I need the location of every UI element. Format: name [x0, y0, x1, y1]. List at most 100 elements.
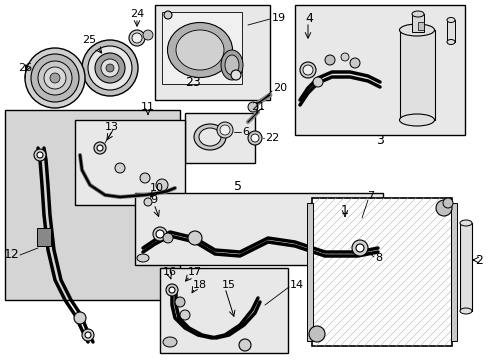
Circle shape	[156, 179, 168, 191]
Circle shape	[38, 61, 72, 95]
Circle shape	[140, 173, 150, 183]
Circle shape	[95, 53, 125, 83]
Ellipse shape	[176, 30, 224, 70]
Circle shape	[435, 200, 451, 216]
Circle shape	[74, 312, 86, 324]
Text: 15: 15	[222, 280, 236, 290]
Circle shape	[156, 230, 163, 238]
Circle shape	[169, 287, 175, 293]
Text: 14: 14	[289, 280, 304, 290]
Circle shape	[299, 62, 315, 78]
Bar	[75, 120, 184, 205]
Circle shape	[165, 284, 178, 296]
Text: 11: 11	[141, 102, 155, 112]
Ellipse shape	[446, 18, 454, 22]
Text: 24: 24	[130, 9, 144, 19]
Ellipse shape	[399, 114, 434, 126]
Text: 1: 1	[340, 203, 348, 216]
Bar	[399, 30, 434, 120]
Text: 17: 17	[187, 267, 202, 277]
Bar	[450, 203, 456, 341]
Bar	[162, 12, 242, 84]
Ellipse shape	[137, 254, 149, 262]
Text: 5: 5	[234, 180, 242, 193]
Bar	[37, 228, 51, 246]
Text: 6: 6	[242, 127, 248, 137]
Circle shape	[82, 329, 94, 341]
Bar	[306, 203, 312, 341]
Circle shape	[50, 73, 60, 83]
Circle shape	[85, 332, 91, 338]
Circle shape	[88, 46, 132, 90]
Circle shape	[325, 55, 334, 65]
Ellipse shape	[199, 128, 221, 146]
Text: 22: 22	[264, 133, 279, 143]
Bar	[446, 20, 454, 42]
Circle shape	[239, 339, 250, 351]
Circle shape	[163, 11, 172, 19]
Text: 4: 4	[305, 12, 312, 24]
Bar	[5, 110, 180, 300]
Ellipse shape	[411, 11, 423, 17]
Circle shape	[217, 122, 232, 138]
Circle shape	[180, 310, 190, 320]
Circle shape	[37, 152, 43, 158]
Bar	[417, 22, 423, 30]
Circle shape	[31, 54, 79, 102]
Circle shape	[34, 149, 46, 161]
Circle shape	[175, 297, 184, 307]
Circle shape	[153, 227, 167, 241]
Ellipse shape	[446, 40, 454, 45]
Ellipse shape	[194, 124, 225, 150]
Circle shape	[142, 30, 153, 40]
Ellipse shape	[399, 24, 434, 36]
Text: 19: 19	[271, 13, 285, 23]
Circle shape	[97, 145, 103, 151]
Ellipse shape	[167, 22, 232, 77]
Circle shape	[132, 33, 142, 43]
Bar	[184, 113, 254, 163]
Ellipse shape	[163, 337, 177, 347]
Text: 13: 13	[105, 122, 119, 132]
Text: 23: 23	[184, 77, 201, 90]
Text: 3: 3	[375, 134, 383, 147]
Circle shape	[115, 163, 125, 173]
Circle shape	[349, 58, 359, 68]
Circle shape	[308, 326, 325, 342]
Circle shape	[247, 131, 262, 145]
Circle shape	[220, 125, 229, 135]
Circle shape	[312, 77, 323, 87]
Circle shape	[106, 64, 114, 72]
Circle shape	[44, 67, 66, 89]
Circle shape	[94, 142, 106, 154]
Circle shape	[303, 65, 312, 75]
Ellipse shape	[459, 308, 471, 314]
Text: 21: 21	[250, 102, 264, 112]
Ellipse shape	[224, 55, 239, 75]
Circle shape	[351, 240, 367, 256]
Text: 8: 8	[374, 253, 381, 263]
Bar	[311, 198, 451, 346]
Text: 26: 26	[18, 63, 32, 73]
Text: 16: 16	[163, 267, 177, 277]
Text: 20: 20	[272, 83, 286, 93]
Bar	[294, 5, 464, 135]
Bar	[155, 5, 269, 100]
Bar	[135, 193, 382, 265]
Text: 25: 25	[82, 35, 96, 45]
Circle shape	[187, 231, 202, 245]
Circle shape	[163, 233, 173, 243]
Circle shape	[247, 102, 258, 112]
Text: 9: 9	[150, 195, 157, 205]
Circle shape	[129, 30, 145, 46]
Circle shape	[442, 198, 452, 208]
Circle shape	[230, 70, 241, 80]
Ellipse shape	[459, 220, 471, 226]
Circle shape	[25, 48, 85, 108]
Circle shape	[355, 244, 363, 252]
Circle shape	[82, 40, 138, 96]
Bar	[160, 268, 287, 353]
Circle shape	[143, 198, 152, 206]
Circle shape	[340, 53, 348, 61]
Text: 7: 7	[366, 191, 373, 201]
